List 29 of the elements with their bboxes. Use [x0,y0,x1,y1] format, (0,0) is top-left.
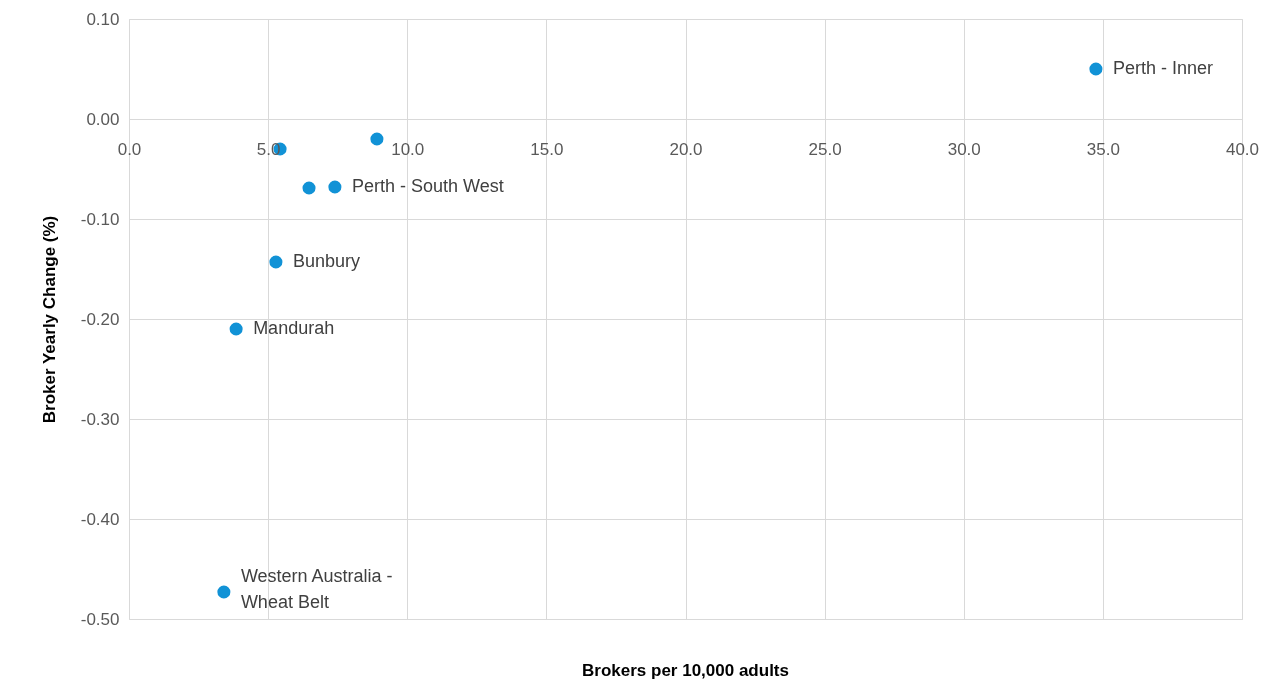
x-tick-label: 35.0 [1086,139,1120,159]
y-tick-label: 0.00 [86,109,120,129]
y-tick-label: -0.10 [80,209,120,229]
y-axis-title: Broker Yearly Change (%) [39,215,59,424]
annotation: Perth - South West [351,176,504,196]
x-tick-label: 25.0 [808,139,842,159]
y-tick-label: -0.40 [80,509,120,529]
x-tick-label: 40.0 [1225,139,1260,159]
x-tick-label: 15.0 [530,139,564,159]
y-tick-label: -0.20 [80,309,120,329]
x-tick-label: 10.0 [391,139,425,159]
x-tick-label: 30.0 [947,139,981,159]
point [328,180,342,194]
annotation: Mandurah [253,318,335,338]
point [229,322,243,336]
annotation: Perth - Inner [1112,58,1213,78]
y-tick-label: -0.30 [80,409,120,429]
x-axis-title: Brokers per 10,000 adults [582,661,789,680]
point [217,585,231,599]
point [1089,62,1103,76]
annotation: Western Australia - Wheat Belt [240,566,393,612]
y-tick-label: 0.10 [86,9,120,29]
y-tick-label: -0.50 [80,609,120,629]
annotation: Bunbury [292,251,360,271]
point [302,181,316,195]
x-tick-label: 0.0 [117,139,142,159]
x-tick-label: 20.0 [669,139,703,159]
point [269,255,283,269]
point [370,132,384,146]
